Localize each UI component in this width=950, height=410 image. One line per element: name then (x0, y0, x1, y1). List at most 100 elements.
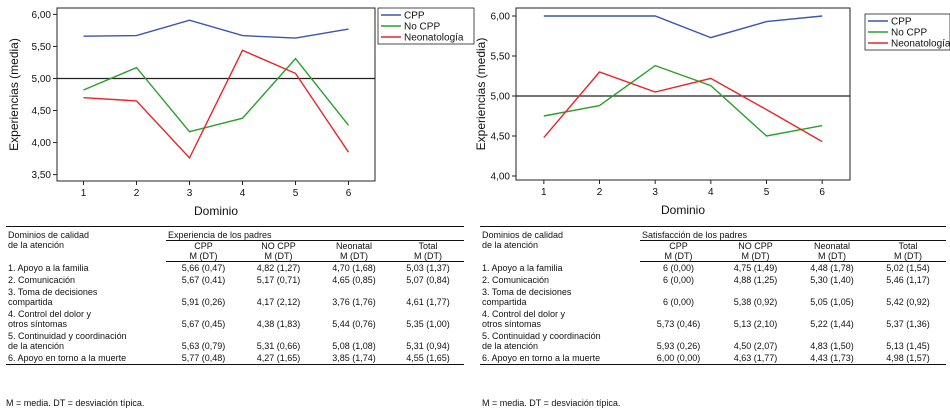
row-label: 1. Apoyo a la familia (480, 262, 640, 275)
row-label-line: 3. Toma de decisiones (482, 287, 572, 297)
domain-column-header: Dominios de calidad de la atención (480, 226, 640, 262)
row-label: 6. Apoyo en torno a la muerte (480, 352, 640, 365)
column-header: CPP M (DT) (166, 240, 241, 262)
table-cell: 4,63 (1,77) (717, 352, 794, 365)
y-tick-label: 5,00 (491, 92, 511, 103)
x-tick-label: 1 (81, 188, 87, 199)
y-tick-label: 5,50 (491, 52, 511, 63)
x-tick-label: 3 (652, 187, 658, 198)
row-label-line: 1. Apoyo a la familia (482, 263, 563, 273)
series-line (543, 71, 823, 143)
column-header-line: Total (418, 241, 438, 251)
row-label-line: otros síntomas (482, 319, 542, 329)
table-row: 6. Apoyo en torno a la muerte 5,77 (0,48)… (6, 352, 464, 365)
table-row: 2. Comunicación 5,67 (0,41) 5,17 (0,71) 4,6… (6, 274, 464, 286)
table-cell: 4,83 (1,50) (810, 341, 854, 351)
y-tick-label: 5,00 (32, 74, 52, 85)
table-cell: 5,46 (1,17) (886, 275, 930, 285)
row-label-line: 4. Control del dolor y (8, 309, 92, 319)
table-row: 3. Toma de decisiones compartida 5,91 (0,2… (6, 286, 464, 308)
group-title: Experiencia de los padres (166, 226, 464, 241)
row-label: 5. Continuidad y coordinación de la atenc… (6, 330, 166, 352)
table-cell: 5,44 (0,76) (332, 319, 376, 329)
table-cell: 5,22 (1,44) (810, 319, 854, 329)
y-tick-label: 4,50 (32, 106, 52, 117)
x-tick-label: 1 (541, 187, 547, 198)
column-header-line: M (DT) (264, 251, 293, 261)
row-label-line: 6. Apoyo en torno a la muerte (482, 353, 601, 363)
series-line (543, 15, 823, 39)
y-axis-label: Experiencias (media) (7, 38, 21, 151)
x-tick-label: 6 (819, 187, 825, 198)
table-cell: 5,91 (0,26) (181, 297, 226, 307)
table-row: 1. Apoyo a la familia 6 (0,00) 4,75 (1,49)… (480, 262, 946, 275)
chart-satisfaction: 4,00 4,50 5,00 5,50 6,00 1 2 3 4 5 6 Dominio Experie… (475, 7, 950, 217)
row-label-line: 3. Toma de decisiones (8, 287, 98, 297)
legend-label: No CPP (891, 28, 927, 39)
table-cell: 5,17 (0,71) (256, 275, 301, 285)
column-header-line: M (DT) (664, 251, 693, 261)
row-label-line: 1. Apoyo a la familia (8, 263, 89, 273)
row-label-line: 6. Apoyo en torno a la muerte (8, 353, 127, 363)
row-label: 6. Apoyo en torno a la muerte (6, 352, 166, 365)
x-tick-label: 4 (240, 188, 246, 199)
column-header-line: M (DT) (741, 251, 770, 261)
x-tick-label: 6 (346, 188, 352, 199)
column-header-line: NO CPP (738, 241, 773, 251)
x-tick-label: 4 (708, 187, 714, 198)
x-axis-label: Dominio (194, 204, 238, 218)
row-label: 2. Comunicación (6, 274, 166, 286)
series-line (543, 64, 823, 137)
table-cell: 5,67 (0,45) (181, 319, 226, 329)
column-header-line: M (DT) (340, 251, 368, 261)
table-cell: 5,30 (1,40) (810, 275, 854, 285)
column-header-line: CPP (194, 241, 213, 251)
column-header-line: M (DT) (818, 251, 846, 261)
table-cell: 5,73 (0,46) (656, 319, 701, 329)
table-cell: 5,03 (1,37) (406, 263, 450, 273)
table-cell: 5,42 (0,92) (886, 297, 930, 307)
chart-experience: 3,50 4,00 4,50 5,00 5,50 6,00 1 2 3 4 5 6 Dominio Exp… (7, 7, 475, 218)
satisfaction-table: Dominios de calidad de la atención Satisfa… (480, 226, 946, 365)
table-note: M = media. DT = desviación típica. (482, 398, 621, 408)
table-cell: 5,13 (1,45) (886, 341, 930, 351)
experience-table: Dominios de calidad de la atención Experie… (6, 226, 464, 365)
row-label-line: compartida (482, 297, 527, 307)
domain-header-line: Dominios de calidad (482, 230, 564, 240)
domain-header-line: de la atención (8, 240, 65, 250)
domain-column-header: Dominios de calidad de la atención (6, 226, 166, 262)
table-cell: 4,82 (1,27) (256, 263, 301, 273)
column-header-line: CPP (669, 241, 688, 251)
table-cell: 5,02 (1,54) (886, 263, 930, 273)
table-row: 5. Continuidad y coordinación de la atenc… (480, 330, 946, 352)
table-cell: 5,05 (1,05) (810, 297, 854, 307)
table-cell: 5,35 (1,00) (406, 319, 450, 329)
table-cell: 6 (0,00) (662, 263, 695, 273)
y-tick-label: 3,50 (32, 170, 52, 181)
table-cell: 5,67 (0,41) (181, 275, 226, 285)
table-cell: 5,63 (0,79) (181, 341, 226, 351)
table-cell: 5,77 (0,48) (166, 352, 241, 365)
table-row: 4. Control del dolor y otros síntomas 5,73… (480, 308, 946, 330)
row-label: 4. Control del dolor y otros síntomas (6, 308, 166, 330)
column-header: NO CPP M (DT) (241, 240, 316, 262)
row-label-line: compartida (8, 297, 53, 307)
y-tick-label: 4,00 (491, 172, 511, 183)
table-cell: 4,75 (1,49) (733, 263, 778, 273)
x-tick-label: 3 (187, 188, 193, 199)
row-label: 3. Toma de decisiones compartida (6, 286, 166, 308)
table-cell: 4,55 (1,65) (392, 352, 464, 365)
legend-label: No CPP (404, 22, 440, 33)
table-cell: 4,70 (1,68) (332, 263, 376, 273)
table-cell: 4,27 (1,65) (241, 352, 316, 365)
table-cell: 5,93 (0,26) (656, 341, 701, 351)
column-header-line: Neonatal (813, 241, 851, 251)
table-cell: 5,31 (0,66) (256, 341, 301, 351)
column-header: CPP M (DT) (640, 240, 717, 262)
y-axis-label: Experiencias (media) (475, 38, 488, 151)
table-note: M = media. DT = desviación típica. (6, 398, 145, 408)
table-cell: 5,07 (0,84) (406, 275, 450, 285)
table-cell: 4,48 (1,78) (810, 263, 854, 273)
table-cell: 3,76 (1,76) (332, 297, 376, 307)
table-cell: 4,98 (1,57) (870, 352, 946, 365)
